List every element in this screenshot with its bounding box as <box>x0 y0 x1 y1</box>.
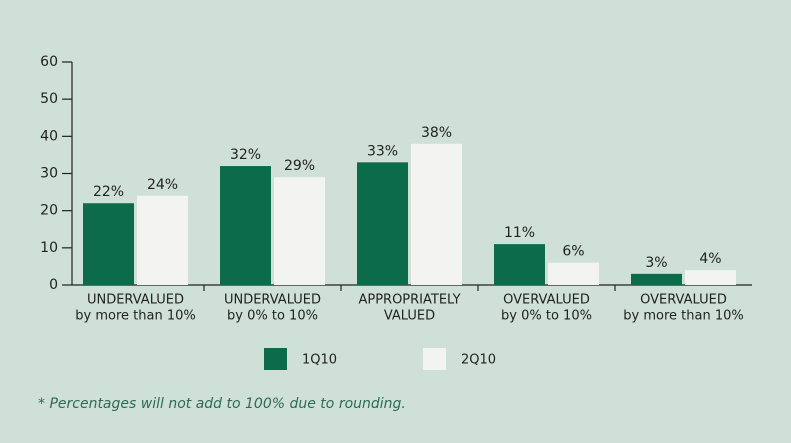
value-label: 38% <box>421 125 452 141</box>
bar <box>494 244 545 285</box>
x-tick-label: VALUED <box>384 309 435 324</box>
y-tick-label: 10 <box>40 240 58 256</box>
bar <box>548 262 599 285</box>
y-tick-label: 0 <box>49 277 58 293</box>
value-label: 4% <box>699 251 721 267</box>
y-tick-label: 50 <box>40 91 58 107</box>
x-tick-label: UNDERVALUED <box>87 293 184 308</box>
x-tick-label: by 0% to 10% <box>501 309 592 324</box>
bar <box>220 166 271 285</box>
legend-label: 1Q10 <box>302 353 337 368</box>
legend-swatch <box>264 348 287 370</box>
footnote: * Percentages will not add to 100% due t… <box>38 396 406 412</box>
y-tick-label: 20 <box>40 203 58 219</box>
bar <box>411 143 462 285</box>
value-label: 6% <box>562 244 584 260</box>
bar <box>274 177 325 285</box>
x-tick-label: by more than 10% <box>623 309 743 324</box>
bar <box>137 195 188 285</box>
bar <box>83 203 134 285</box>
value-label: 3% <box>645 255 667 271</box>
x-tick-label: APPROPRIATELY <box>358 293 460 308</box>
value-label: 11% <box>504 225 535 241</box>
y-tick-label: 60 <box>40 54 58 70</box>
bar <box>685 270 736 285</box>
x-tick-label: OVERVALUED <box>640 293 727 308</box>
value-label: 33% <box>367 143 398 159</box>
bar <box>631 273 682 285</box>
legend-label: 2Q10 <box>461 353 496 368</box>
value-label: 22% <box>93 184 124 200</box>
value-label: 32% <box>230 147 261 163</box>
x-tick-label: OVERVALUED <box>503 293 590 308</box>
y-tick-label: 30 <box>40 166 58 182</box>
value-label: 24% <box>147 177 178 193</box>
x-tick-label: UNDERVALUED <box>224 293 321 308</box>
x-tick-label: by more than 10% <box>75 309 195 324</box>
x-tick-label: by 0% to 10% <box>227 309 318 324</box>
value-label: 29% <box>284 158 315 174</box>
y-tick-label: 40 <box>40 128 58 144</box>
bar <box>357 162 408 285</box>
legend-swatch <box>423 348 446 370</box>
